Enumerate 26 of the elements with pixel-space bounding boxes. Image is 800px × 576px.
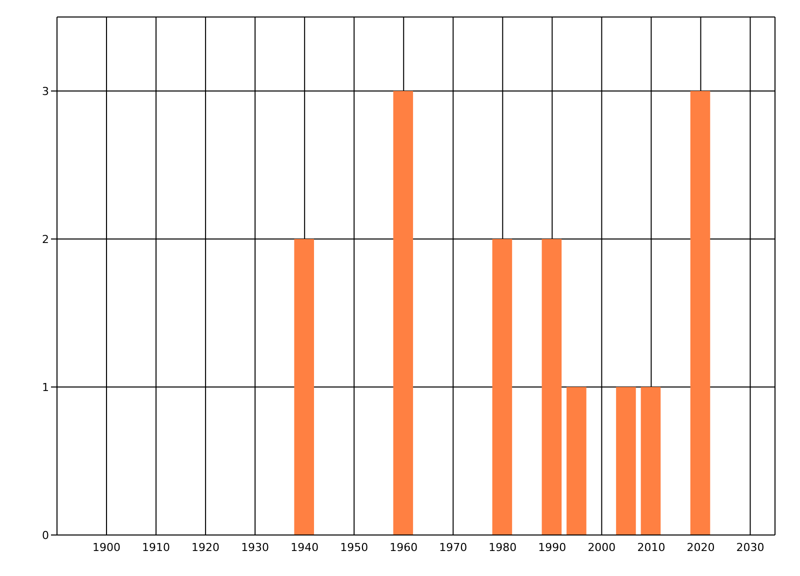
x-tick-label: 1910 bbox=[142, 540, 170, 554]
x-tick-label: 1990 bbox=[538, 540, 566, 554]
y-tick-label: 0 bbox=[42, 528, 49, 542]
x-tick-label: 2020 bbox=[686, 540, 715, 554]
bar bbox=[294, 239, 314, 535]
x-tick-label: 1930 bbox=[241, 540, 270, 554]
x-tick-label: 2010 bbox=[637, 540, 666, 554]
x-tick-label: 1970 bbox=[439, 540, 468, 554]
bar bbox=[566, 387, 586, 535]
bar bbox=[492, 239, 512, 535]
bar bbox=[393, 91, 414, 535]
x-tick-label: 1940 bbox=[290, 540, 319, 554]
y-tick-label: 2 bbox=[42, 232, 49, 246]
y-tick-label: 1 bbox=[42, 380, 49, 394]
bar bbox=[690, 91, 710, 535]
bar bbox=[542, 239, 562, 535]
x-tick-label: 1950 bbox=[340, 540, 368, 554]
x-tick-label: 2000 bbox=[588, 540, 616, 554]
y-tick-label: 3 bbox=[42, 84, 49, 98]
x-tick-label: 2030 bbox=[736, 540, 764, 554]
x-tick-label: 1920 bbox=[192, 540, 220, 554]
x-tick-label: 1980 bbox=[488, 540, 517, 554]
x-tick-label: 1960 bbox=[390, 540, 418, 554]
bar bbox=[640, 387, 661, 535]
bar bbox=[616, 387, 636, 535]
x-tick-label: 1900 bbox=[92, 540, 121, 554]
